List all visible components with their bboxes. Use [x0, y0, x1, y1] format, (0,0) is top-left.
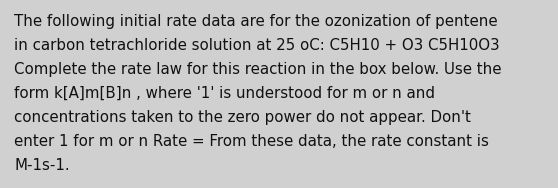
Text: The following initial rate data are for the ozonization of pentene: The following initial rate data are for … [14, 14, 498, 29]
Text: Complete the rate law for this reaction in the box below. Use the: Complete the rate law for this reaction … [14, 62, 502, 77]
Text: concentrations taken to the zero power do not appear. Don't: concentrations taken to the zero power d… [14, 110, 471, 125]
Text: form k[A]m[B]n , where '1' is understood for m or n and: form k[A]m[B]n , where '1' is understood… [14, 86, 435, 101]
Text: in carbon tetrachloride solution at 25 oC: C5H10 + O3 C5H10O3: in carbon tetrachloride solution at 25 o… [14, 38, 499, 53]
Text: enter 1 for m or n Rate = From these data, the rate constant is: enter 1 for m or n Rate = From these dat… [14, 134, 489, 149]
Text: M-1s-1.: M-1s-1. [14, 158, 70, 173]
